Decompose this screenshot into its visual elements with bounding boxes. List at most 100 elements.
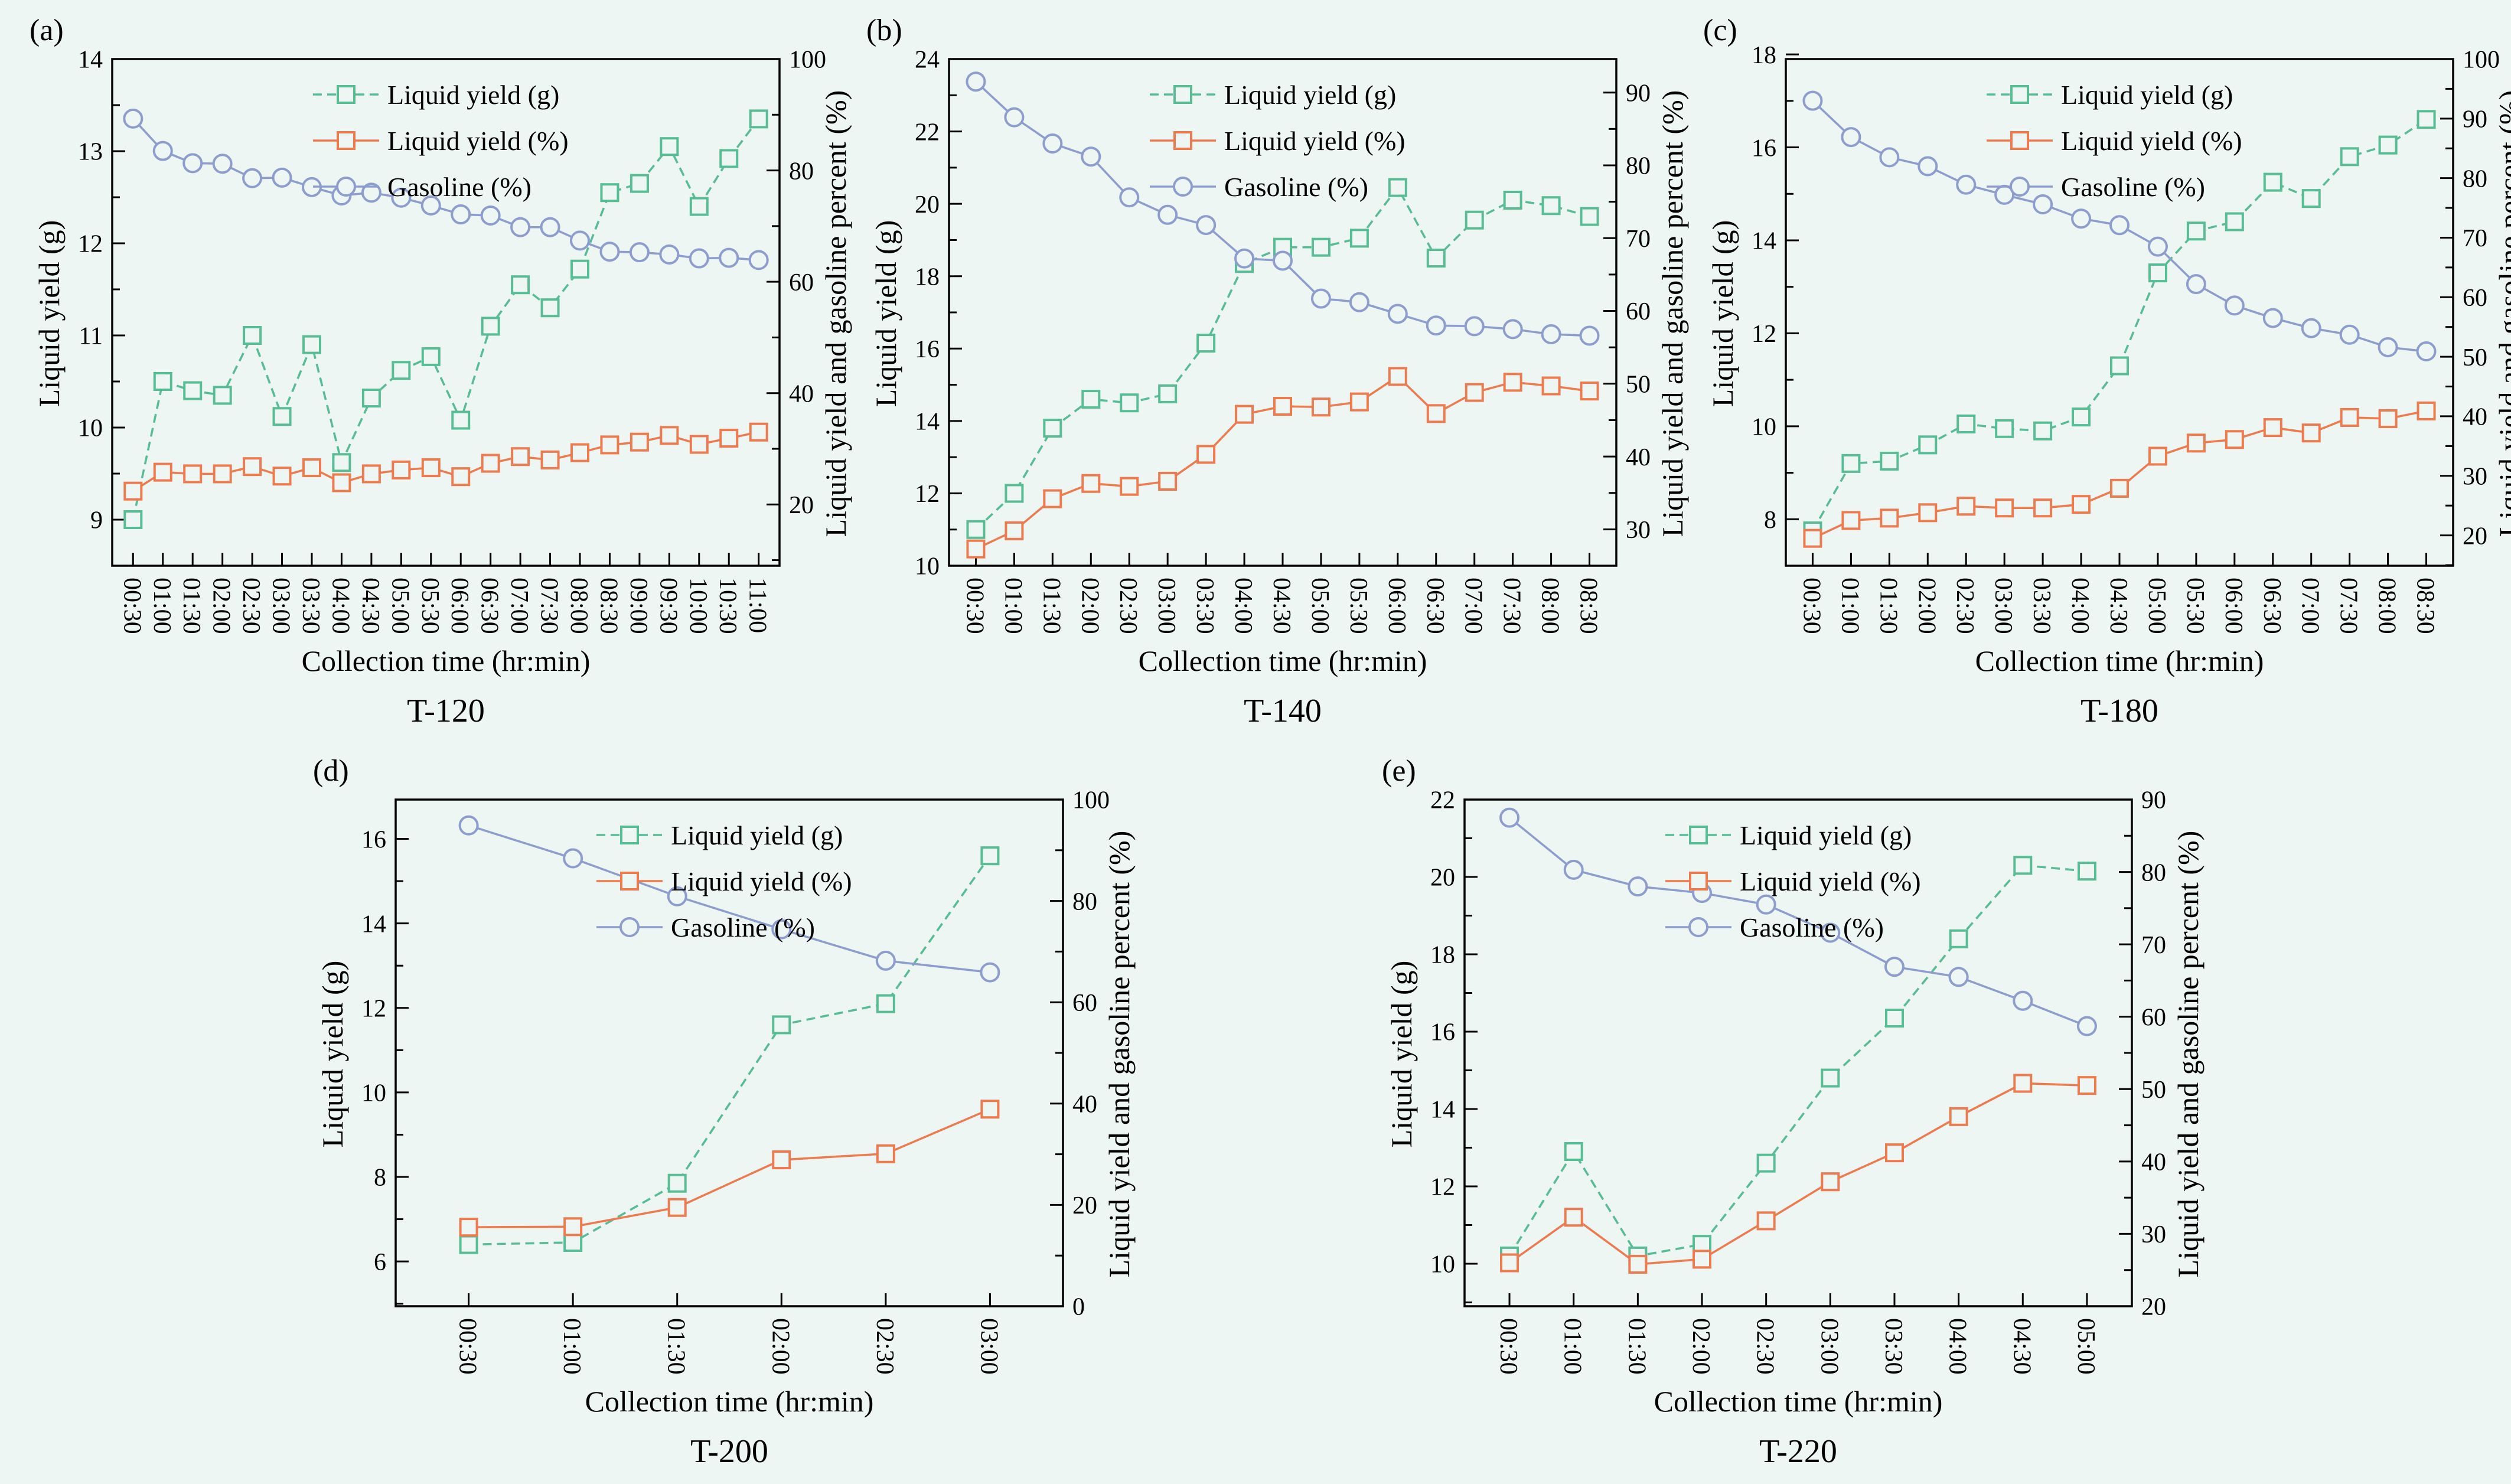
x-tick-label: 02:00 <box>1913 578 1940 634</box>
legend-item-liquid_yield_pct: Liquid yield (%) <box>1150 126 1405 156</box>
square-marker <box>660 137 679 156</box>
x-tick-label: 01:00 <box>1836 578 1863 634</box>
square-marker <box>1821 1068 1840 1088</box>
circle-marker <box>242 168 263 188</box>
square-marker <box>451 410 471 430</box>
circle-marker <box>2186 274 2206 295</box>
square-marker <box>1081 390 1101 409</box>
x-tick-label: 08:00 <box>2373 578 2401 634</box>
right-tick-label: 40 <box>2463 404 2487 431</box>
square-marker <box>876 1144 895 1163</box>
series-liquid_yield_pct <box>459 1100 1000 1237</box>
square-marker <box>1196 334 1216 353</box>
legend-item-gasoline_pct: Gasoline (%) <box>596 912 815 942</box>
x-tick-label: 03:30 <box>2028 578 2055 634</box>
legend-label: Liquid yield (g) <box>1224 80 1396 110</box>
circle-marker <box>1119 187 1140 208</box>
left-tick-label: 8 <box>1764 507 1776 534</box>
x-tick-label: 02:30 <box>237 578 265 634</box>
square-marker <box>667 1198 687 1217</box>
subplot-caption: T-120 <box>407 693 485 729</box>
square-marker <box>2033 498 2053 518</box>
square-marker <box>1500 1253 1519 1273</box>
x-tick-label: 03:00 <box>1990 578 2017 634</box>
circle-marker <box>510 217 531 237</box>
circle-marker <box>980 962 1000 983</box>
legend: Liquid yield (g) Liquid yield (%) Gasoline… <box>1150 80 1405 202</box>
series-liquid_yield_pct <box>1500 1074 2096 1274</box>
subplot-caption: T-200 <box>690 1433 768 1470</box>
square-marker <box>1043 419 1062 438</box>
x-tick-label: 02:00 <box>208 578 235 634</box>
square-marker <box>772 1015 791 1035</box>
circle-marker <box>1841 127 1861 148</box>
square-marker <box>600 183 619 203</box>
right-tick-label: 70 <box>2463 225 2487 252</box>
circle-marker <box>1628 876 1648 897</box>
series-liquid_yield_g-line <box>468 855 991 1246</box>
square-marker <box>540 298 560 318</box>
square-marker <box>630 432 649 452</box>
right-tick-label: 100 <box>1072 787 1110 814</box>
left-tick-label: 20 <box>1430 865 1455 892</box>
left-tick-label: 18 <box>1752 42 1776 69</box>
square-marker <box>153 372 172 391</box>
square-marker <box>1388 367 1407 386</box>
legend-item-liquid_yield_g: Liquid yield (g) <box>1987 80 2233 110</box>
x-tick-label: 03:00 <box>1153 578 1180 634</box>
x-tick-label: 04:30 <box>1268 578 1295 634</box>
tick-labels: 6 8 10 12 14 16 0 20 40 60 80 100 00:30 01:00 01:30 02:… <box>361 787 1110 1375</box>
square-marker <box>689 197 709 216</box>
square-marker <box>153 462 172 482</box>
square-marker <box>1995 419 2014 438</box>
legend-label: Gasoline (%) <box>387 172 531 202</box>
square-marker <box>563 1217 583 1237</box>
right-tick-label: 20 <box>2141 1294 2166 1321</box>
x-tick-label: 05:00 <box>2072 1318 2099 1375</box>
square-marker <box>1564 1142 1583 1162</box>
x-tick-label: 11:00 <box>744 578 771 633</box>
circle-marker <box>1004 107 1025 128</box>
square-marker <box>481 317 500 336</box>
square-marker <box>1564 1208 1583 1227</box>
x-tick-label: 00:30 <box>1798 578 1825 634</box>
square-marker <box>2225 212 2244 231</box>
legend-square-marker <box>620 826 639 844</box>
right-tick-label: 80 <box>789 158 814 185</box>
square-marker <box>876 994 895 1013</box>
square-marker <box>1349 392 1369 412</box>
subplot-d: (d) Liquid yield (g) Liquid yield and ga… <box>307 755 1144 1484</box>
right-tick-label: 50 <box>2141 1077 2166 1104</box>
axis-ticks <box>1786 53 2453 566</box>
legend-label: Liquid yield (%) <box>671 866 852 896</box>
square-marker <box>243 326 262 345</box>
legend-label: Gasoline (%) <box>1740 912 1884 942</box>
square-marker <box>630 174 649 193</box>
x-tick-label: 04:00 <box>2066 578 2093 634</box>
circle-marker <box>1349 292 1369 312</box>
legend-square-marker <box>1173 85 1192 104</box>
circle-marker <box>451 204 471 225</box>
square-marker <box>2186 221 2206 241</box>
square-marker <box>1956 497 1976 516</box>
legend-square-marker <box>2010 131 2029 150</box>
circle-marker <box>2033 194 2053 215</box>
square-marker <box>1388 178 1407 197</box>
right-tick-label: 100 <box>789 47 826 74</box>
left-tick-label: 10 <box>361 1080 386 1107</box>
square-marker <box>183 381 203 400</box>
x-tick-label: 05:30 <box>1345 578 1372 634</box>
square-marker <box>1841 511 1861 530</box>
left-tick-label: 16 <box>1752 135 1776 162</box>
right-tick-label: 80 <box>1072 888 1097 915</box>
right-tick-label: 50 <box>1626 371 1651 399</box>
circle-marker <box>1956 174 1977 195</box>
legend-label: Gasoline (%) <box>1224 172 1368 202</box>
tick-labels: 8 10 12 14 16 18 20 30 40 50 60 70 80 90 100 00:30 01:00… <box>1752 42 2500 634</box>
x-tick-label: 00:30 <box>1495 1318 1522 1375</box>
circle-marker <box>719 247 739 268</box>
circle-marker <box>771 919 792 940</box>
right-tick-label: 60 <box>2463 285 2487 312</box>
left-tick-label: 16 <box>915 336 940 363</box>
square-marker <box>2301 423 2321 443</box>
